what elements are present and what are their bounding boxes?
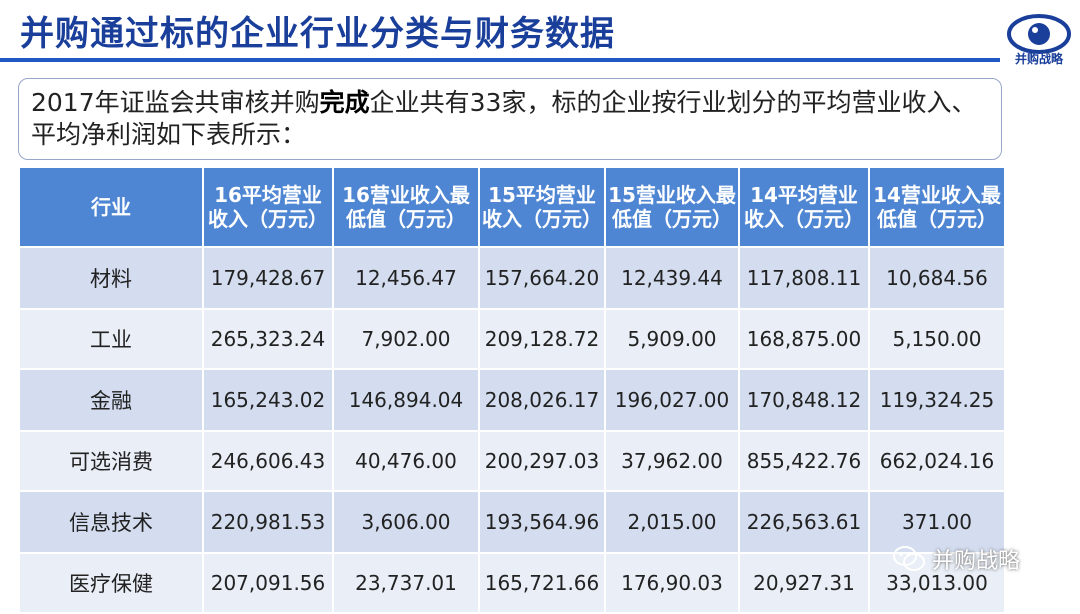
table-cell: 208,026.17 [478,368,606,432]
industry-financial-table: 行业 16平均营业收入（万元） 16营业收入最低值（万元） 15平均营业收入（万… [18,166,1006,614]
table-row: 可选消费 246,606.43 40,476.00 200,297.03 37,… [18,430,1006,492]
table-cell: 119,324.25 [868,368,1006,432]
table-cell: 3,606.00 [332,490,480,554]
table-cell: 157,664.20 [478,246,606,310]
table-cell: 226,563.61 [738,490,870,554]
table-row: 材料 179,428.67 12,456.47 157,664.20 12,43… [18,246,1006,310]
table-cell: 662,024.16 [868,430,1006,492]
column-header-16-avg-revenue: 16平均营业收入（万元） [202,166,334,248]
table-cell: 179,428.67 [202,246,334,310]
table-cell: 265,323.24 [202,308,334,370]
table-cell: 37,962.00 [604,430,740,492]
table-cell: 176,90.03 [604,552,740,614]
table-row: 金融 165,243.02 146,894.04 208,026.17 196,… [18,368,1006,432]
intro-text-box: 2017年证监会共审核并购完成企业共有33家，标的企业按行业划分的平均营业收入、… [18,78,1002,160]
table-cell: 371.00 [868,490,1006,554]
table-cell: 200,297.03 [478,430,606,492]
table-header-row: 行业 16平均营业收入（万元） 16营业收入最低值（万元） 15平均营业收入（万… [18,166,1006,248]
wechat-icon [893,546,925,571]
title-underline [0,58,1000,62]
table-cell: 170,848.12 [738,368,870,432]
table-cell: 855,422.76 [738,430,870,492]
table-cell: 2,015.00 [604,490,740,554]
table-row: 工业 265,323.24 7,902.00 209,128.72 5,909.… [18,308,1006,370]
table-cell: 165,243.02 [202,368,334,432]
table-cell: 40,476.00 [332,430,480,492]
table-cell: 33,013.00 [868,552,1006,614]
table-cell: 材料 [18,246,204,310]
table-cell: 信息技术 [18,490,204,554]
table-cell: 220,981.53 [202,490,334,554]
table-cell: 165,721.66 [478,552,606,614]
column-header-15-avg-revenue: 15平均营业收入（万元） [478,166,606,248]
table-cell: 117,808.11 [738,246,870,310]
column-header-14-min-revenue: 14营业收入最低值（万元） [868,166,1006,248]
table-cell: 209,128.72 [478,308,606,370]
table-cell: 10,684.56 [868,246,1006,310]
logo-text: 并购战略 [1014,52,1063,66]
table-cell: 5,909.00 [604,308,740,370]
table-cell: 20,927.31 [738,552,870,614]
table-cell: 146,894.04 [332,368,480,432]
intro-text-part: 企业共有33家，标的企业按行业划分的平均营业收入、平均净利润如下表所示： [31,88,977,149]
table-cell: 7,902.00 [332,308,480,370]
table-cell: 23,737.01 [332,552,480,614]
table-cell: 12,439.44 [604,246,740,310]
watermark-text: 并购战略 [932,549,1021,574]
table-cell: 246,606.43 [202,430,334,492]
table-row: 信息技术 220,981.53 3,606.00 193,564.96 2,01… [18,490,1006,554]
table-cell: 可选消费 [18,430,204,492]
table-cell: 金融 [18,368,204,432]
table-cell: 193,564.96 [478,490,606,554]
column-header-14-avg-revenue: 14平均营业收入（万元） [738,166,870,248]
column-header-industry: 行业 [18,166,204,248]
intro-text-bold: 完成 [319,88,370,117]
table-cell: 168,875.00 [738,308,870,370]
table-cell: 医疗保健 [18,552,204,614]
eye-icon [1007,14,1071,54]
page-title: 并购通过标的企业行业分类与财务数据 [20,14,615,54]
table-cell: 196,027.00 [604,368,740,432]
watermark: 并购战略 [892,544,1020,574]
table-cell: 12,456.47 [332,246,480,310]
intro-text-part: 2017年证监会共审核并购 [31,88,320,117]
column-header-15-min-revenue: 15营业收入最低值（万元） [604,166,740,248]
table-cell: 工业 [18,308,204,370]
table-cell: 5,150.00 [868,308,1006,370]
column-header-16-min-revenue: 16营业收入最低值（万元） [332,166,480,248]
table-row: 医疗保健 207,091.56 23,737.01 165,721.66 176… [18,552,1006,614]
table-cell: 207,091.56 [202,552,334,614]
